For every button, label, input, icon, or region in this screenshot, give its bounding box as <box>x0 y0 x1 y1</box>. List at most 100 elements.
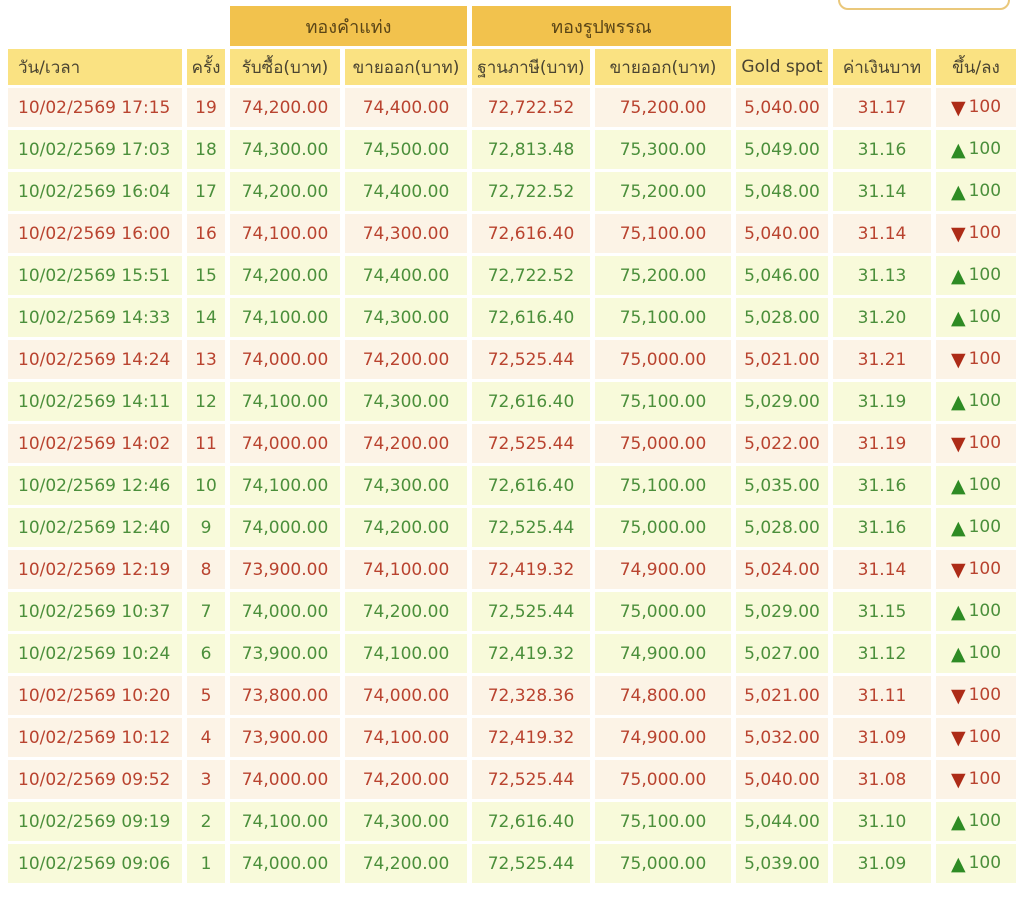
cell-gold-spot: 5,035.00 <box>736 466 828 505</box>
col-header-ornament-tax: ฐานภาษี(บาท) <box>472 49 590 85</box>
up-arrow-icon: ▲ <box>950 391 966 413</box>
col-header-baht-rate: ค่าเงินบาท <box>833 49 931 85</box>
cell-bar-sell: 74,200.00 <box>345 844 467 883</box>
cell-ornament-sell: 75,200.00 <box>595 172 731 211</box>
table-row: 10/02/2569 10:12 4 73,900.00 74,100.00 72,41… <box>8 718 1016 757</box>
change-value: 100 <box>968 391 1002 411</box>
cell-bar-sell: 74,200.00 <box>345 340 467 379</box>
cell-ornament-sell: 75,000.00 <box>595 424 731 463</box>
cell-ornament-tax: 72,616.40 <box>472 382 590 421</box>
cell-round: 4 <box>187 718 225 757</box>
group-header-gold-ornament: ทองรูปพรรณ <box>472 6 731 46</box>
cell-gold-spot: 5,021.00 <box>736 340 828 379</box>
cell-gold-spot: 5,022.00 <box>736 424 828 463</box>
cell-ornament-tax: 72,525.44 <box>472 508 590 547</box>
cell-change: ▼ 100 <box>936 340 1016 379</box>
cell-gold-spot: 5,048.00 <box>736 172 828 211</box>
cell-datetime: 10/02/2569 10:20 <box>8 676 182 715</box>
cell-ornament-sell: 75,200.00 <box>595 256 731 295</box>
cell-bar-buy: 73,800.00 <box>230 676 340 715</box>
cell-change: ▲ 100 <box>936 382 1016 421</box>
cell-bar-sell: 74,300.00 <box>345 466 467 505</box>
cell-baht-rate: 31.13 <box>833 256 931 295</box>
cell-datetime: 10/02/2569 14:11 <box>8 382 182 421</box>
cell-bar-buy: 74,100.00 <box>230 802 340 841</box>
up-arrow-icon: ▲ <box>950 181 966 203</box>
cell-datetime: 10/02/2569 10:37 <box>8 592 182 631</box>
cell-gold-spot: 5,040.00 <box>736 88 828 127</box>
down-arrow-icon: ▼ <box>950 349 966 371</box>
cell-datetime: 10/02/2569 12:19 <box>8 550 182 589</box>
cell-baht-rate: 31.08 <box>833 760 931 799</box>
table-row: 10/02/2569 09:19 2 74,100.00 74,300.00 72,61… <box>8 802 1016 841</box>
cell-change: ▼ 100 <box>936 718 1016 757</box>
cell-ornament-sell: 74,800.00 <box>595 676 731 715</box>
cell-bar-sell: 74,100.00 <box>345 550 467 589</box>
cell-bar-buy: 74,000.00 <box>230 760 340 799</box>
table-row: 10/02/2569 12:19 8 73,900.00 74,100.00 72,41… <box>8 550 1016 589</box>
cell-datetime: 10/02/2569 14:02 <box>8 424 182 463</box>
cell-gold-spot: 5,049.00 <box>736 130 828 169</box>
change-value: 100 <box>968 265 1002 285</box>
cell-round: 9 <box>187 508 225 547</box>
cell-change: ▲ 100 <box>936 802 1016 841</box>
cell-ornament-tax: 72,616.40 <box>472 466 590 505</box>
up-arrow-icon: ▲ <box>950 139 966 161</box>
down-arrow-icon: ▼ <box>950 685 966 707</box>
cell-ornament-sell: 74,900.00 <box>595 718 731 757</box>
table-row: 10/02/2569 10:37 7 74,000.00 74,200.00 72,52… <box>8 592 1016 631</box>
cell-datetime: 10/02/2569 12:40 <box>8 508 182 547</box>
cell-baht-rate: 31.20 <box>833 298 931 337</box>
cell-baht-rate: 31.14 <box>833 172 931 211</box>
change-value: 100 <box>968 475 1002 495</box>
up-arrow-icon: ▲ <box>950 643 966 665</box>
change-value: 100 <box>968 643 1002 663</box>
table-row: 10/02/2569 16:04 17 74,200.00 74,400.00 72,7… <box>8 172 1016 211</box>
cell-bar-sell: 74,200.00 <box>345 760 467 799</box>
cell-bar-buy: 74,300.00 <box>230 130 340 169</box>
cell-change: ▲ 100 <box>936 256 1016 295</box>
cell-baht-rate: 31.09 <box>833 718 931 757</box>
cell-bar-buy: 74,000.00 <box>230 340 340 379</box>
cell-change: ▲ 100 <box>936 592 1016 631</box>
cell-ornament-tax: 72,525.44 <box>472 844 590 883</box>
cell-datetime: 10/02/2569 10:12 <box>8 718 182 757</box>
change-value: 100 <box>968 349 1002 369</box>
cell-baht-rate: 31.09 <box>833 844 931 883</box>
cell-gold-spot: 5,039.00 <box>736 844 828 883</box>
cell-ornament-tax: 72,419.32 <box>472 634 590 673</box>
cell-ornament-tax: 72,616.40 <box>472 802 590 841</box>
cell-bar-sell: 74,400.00 <box>345 172 467 211</box>
cell-datetime: 10/02/2569 14:24 <box>8 340 182 379</box>
table-row: 10/02/2569 15:51 15 74,200.00 74,400.00 72,7… <box>8 256 1016 295</box>
cell-round: 13 <box>187 340 225 379</box>
cell-ornament-sell: 75,000.00 <box>595 508 731 547</box>
change-value: 100 <box>968 685 1002 705</box>
cell-gold-spot: 5,032.00 <box>736 718 828 757</box>
cell-baht-rate: 31.14 <box>833 550 931 589</box>
cell-bar-sell: 74,300.00 <box>345 214 467 253</box>
cell-ornament-tax: 72,419.32 <box>472 550 590 589</box>
change-value: 100 <box>968 97 1002 117</box>
cell-ornament-tax: 72,525.44 <box>472 592 590 631</box>
table-row: 10/02/2569 09:06 1 74,000.00 74,200.00 72,52… <box>8 844 1016 883</box>
cell-bar-buy: 73,900.00 <box>230 550 340 589</box>
cell-change: ▲ 100 <box>936 844 1016 883</box>
cell-baht-rate: 31.16 <box>833 466 931 505</box>
cell-change: ▼ 100 <box>936 760 1016 799</box>
cell-bar-sell: 74,300.00 <box>345 298 467 337</box>
up-arrow-icon: ▲ <box>950 601 966 623</box>
cell-datetime: 10/02/2569 14:33 <box>8 298 182 337</box>
table-row: 10/02/2569 17:15 19 74,200.00 74,400.00 72,7… <box>8 88 1016 127</box>
cell-bar-buy: 74,100.00 <box>230 382 340 421</box>
cell-round: 8 <box>187 550 225 589</box>
cell-datetime: 10/02/2569 09:52 <box>8 760 182 799</box>
table-row: 10/02/2569 14:02 11 74,000.00 74,200.00 72,5… <box>8 424 1016 463</box>
cell-ornament-tax: 72,328.36 <box>472 676 590 715</box>
cell-baht-rate: 31.19 <box>833 382 931 421</box>
cell-ornament-sell: 74,900.00 <box>595 634 731 673</box>
cell-ornament-tax: 72,616.40 <box>472 214 590 253</box>
change-value: 100 <box>968 223 1002 243</box>
cell-round: 19 <box>187 88 225 127</box>
cell-bar-buy: 73,900.00 <box>230 634 340 673</box>
